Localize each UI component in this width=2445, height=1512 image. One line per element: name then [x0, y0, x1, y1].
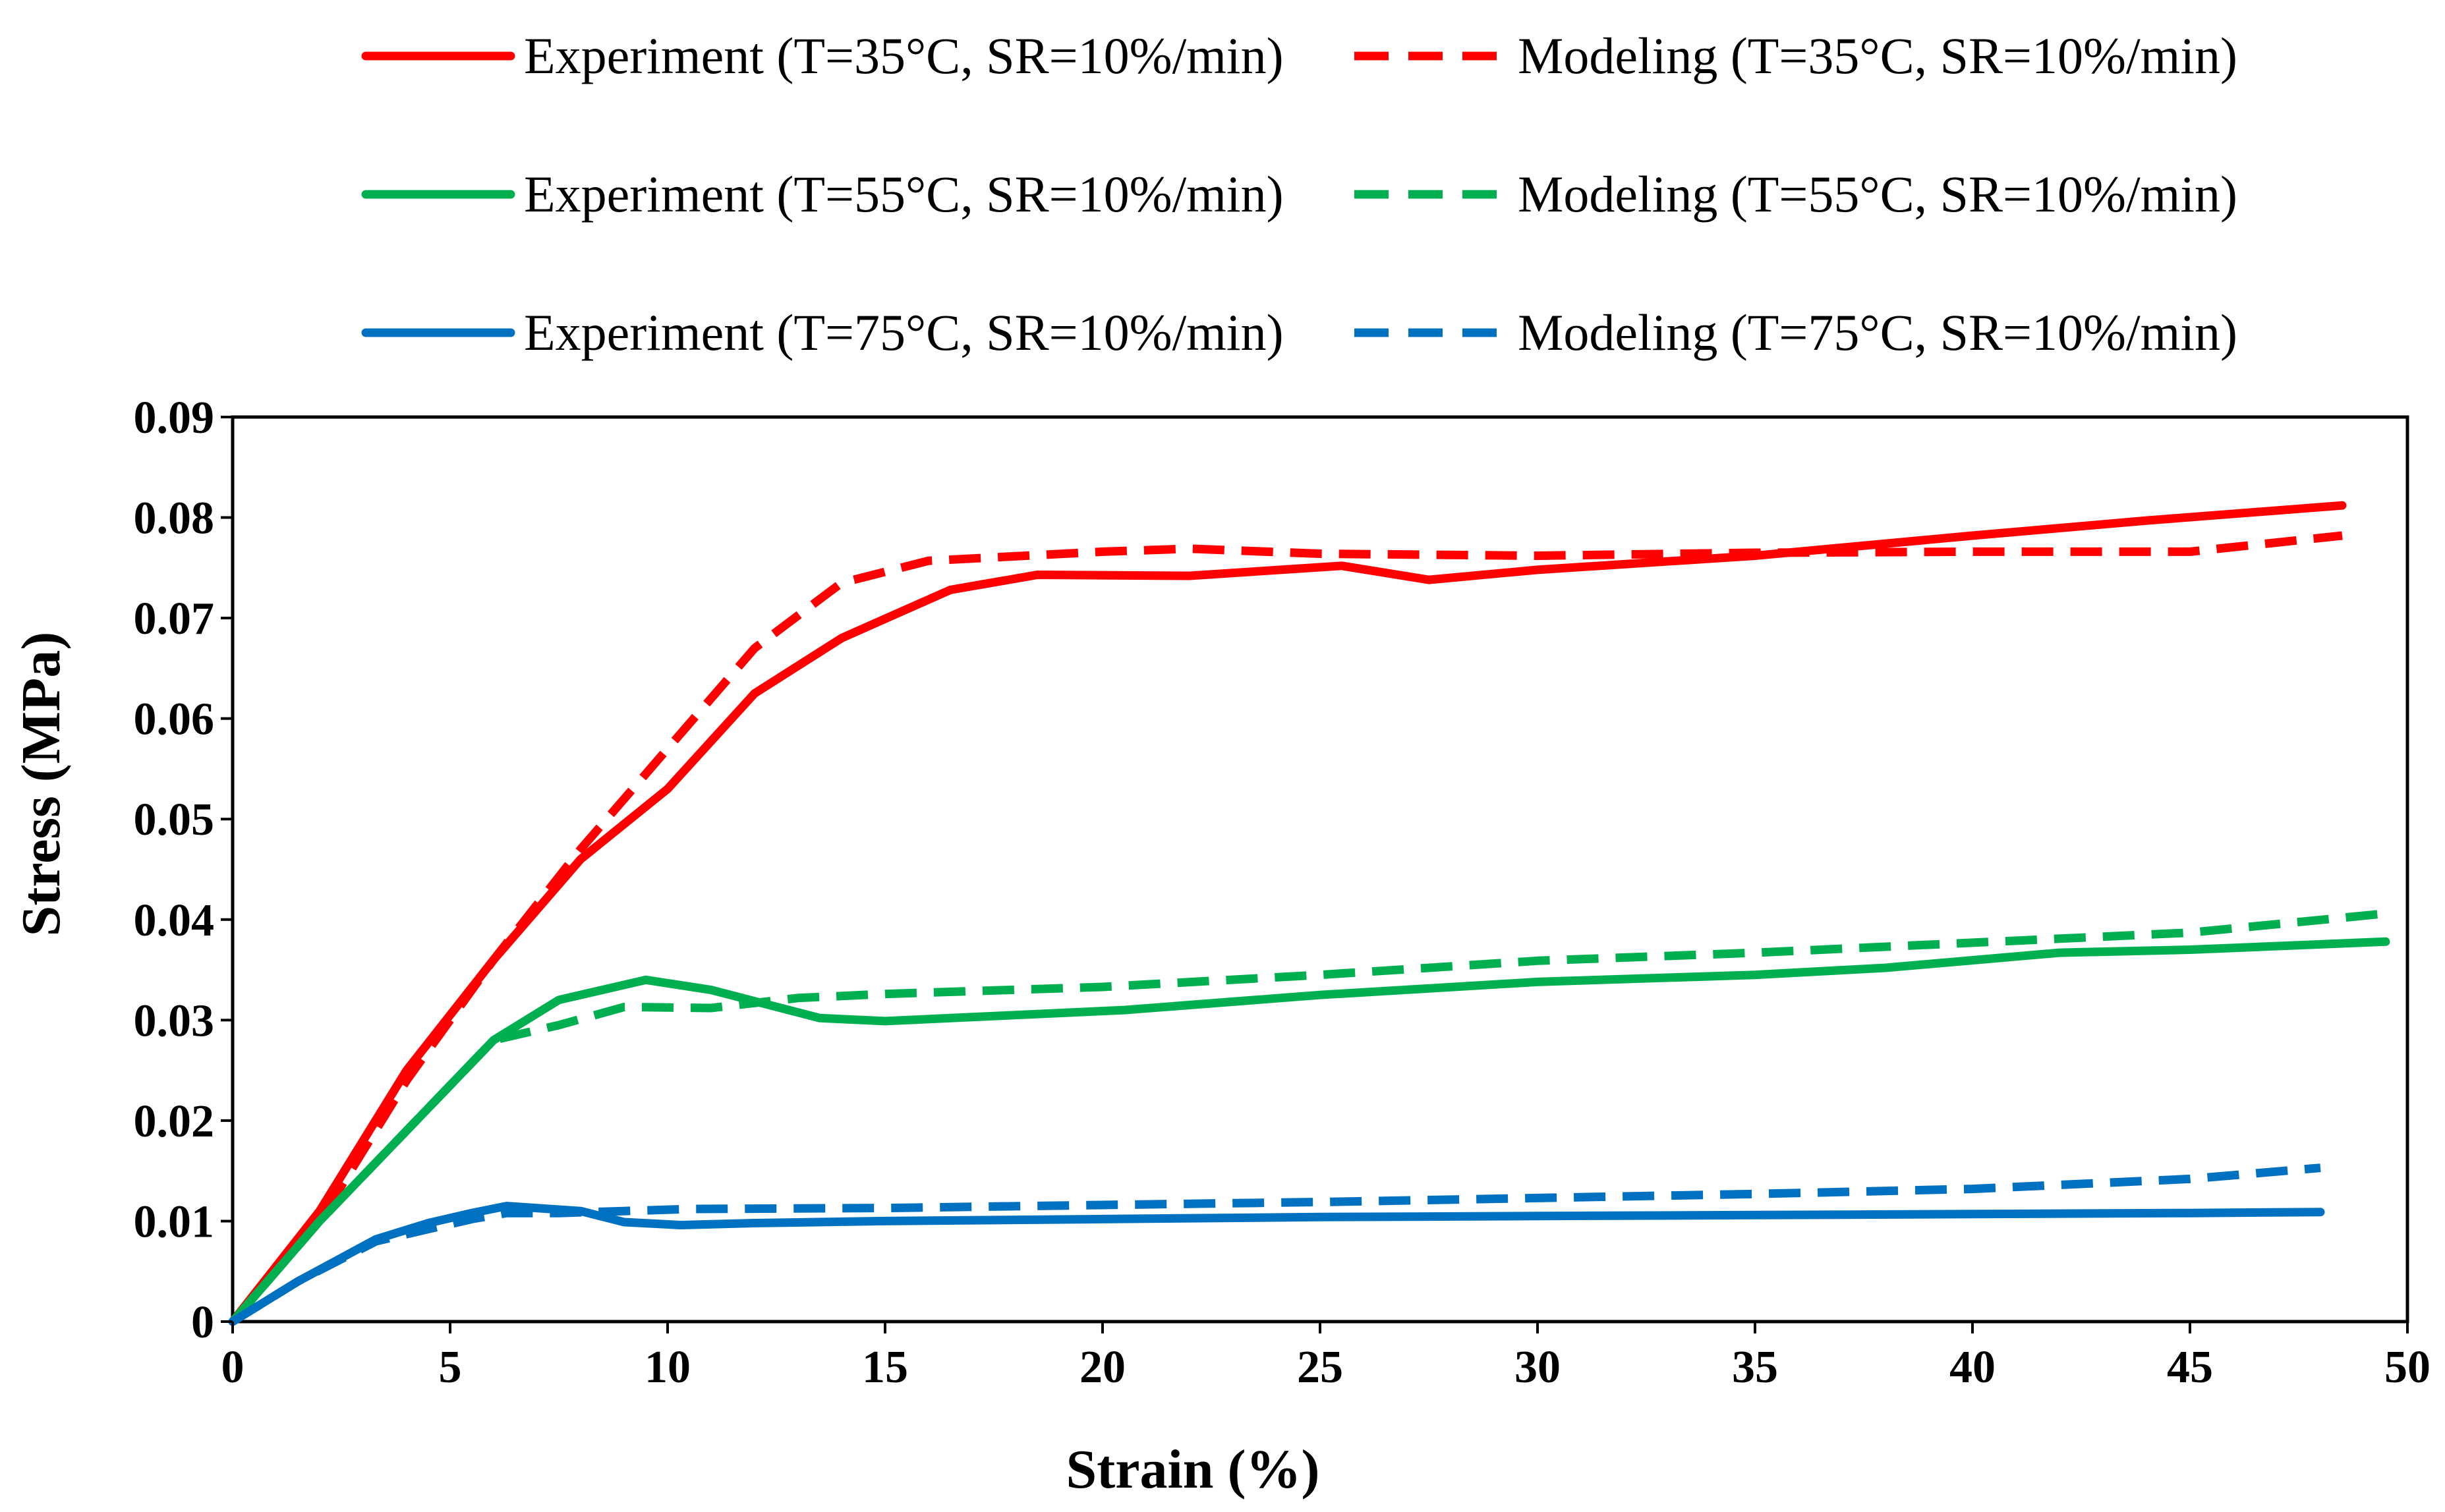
- x-tick-label: 10: [645, 1342, 691, 1393]
- x-tick-label: 15: [862, 1342, 908, 1393]
- legend-label-experiment-t-35-c-sr-10-min: Experiment (T=35°C, SR=10%/min): [524, 27, 1284, 84]
- x-tick-label: 35: [1732, 1342, 1778, 1393]
- plot-area: [228, 415, 2409, 1326]
- y-tick-label: 0: [191, 1297, 214, 1348]
- y-tick-label: 0.06: [134, 694, 215, 745]
- y-axis-title: Stress (MPa): [11, 632, 72, 937]
- series-line-modeling-t-35-c-sr-10-min: [229, 531, 2343, 1325]
- y-axis-ticks: 0 0.01 0.02 0.03 0.04 0.05 0.06 0.07 0.08 0.09: [134, 393, 233, 1348]
- x-axis-title: Strain (%): [1066, 1439, 1320, 1500]
- x-tick-label: 45: [2167, 1342, 2213, 1393]
- x-tick-label: 50: [2384, 1342, 2431, 1393]
- y-tick-label: 0.04: [134, 895, 215, 946]
- y-tick-label: 0.09: [134, 393, 215, 443]
- legend: Experiment (T=35°C, SR=10%/min) Modeling …: [361, 27, 2237, 361]
- y-tick-label: 0.07: [134, 594, 215, 644]
- x-tick-label: 25: [1297, 1342, 1343, 1393]
- legend-label-modeling-t-75-c-sr-10-min: Modeling (T=75°C, SR=10%/min): [1518, 304, 2237, 361]
- legend-label-modeling-t-55-c-sr-10-min: Modeling (T=55°C, SR=10%/min): [1518, 165, 2237, 223]
- legend-label-experiment-t-75-c-sr-10-min: Experiment (T=75°C, SR=10%/min): [524, 304, 1284, 361]
- y-tick-label: 0.02: [134, 1096, 215, 1147]
- x-tick-label: 40: [1949, 1342, 1996, 1393]
- series-line-experiment-t-75-c-sr-10-min: [228, 1202, 2325, 1326]
- legend-label-modeling-t-35-c-sr-10-min: Modeling (T=35°C, SR=10%/min): [1518, 27, 2237, 84]
- series-line-modeling-t-75-c-sr-10-min: [230, 1163, 2321, 1326]
- series-line-modeling-t-55-c-sr-10-min: [229, 909, 2386, 1325]
- x-tick-label: 0: [221, 1342, 244, 1393]
- x-tick-label: 20: [1079, 1342, 1126, 1393]
- legend-label-experiment-t-55-c-sr-10-min: Experiment (T=55°C, SR=10%/min): [524, 165, 1284, 223]
- y-tick-label: 0.05: [134, 795, 215, 845]
- y-tick-label: 0.01: [134, 1196, 215, 1247]
- y-tick-label: 0.08: [134, 493, 215, 544]
- x-tick-label: 5: [439, 1342, 462, 1393]
- x-tick-label: 30: [1514, 1342, 1561, 1393]
- series-line-experiment-t-55-c-sr-10-min: [228, 937, 2390, 1326]
- y-tick-label: 0.03: [134, 995, 215, 1046]
- x-axis-ticks: 0 5 10 15 20 25 30 35 40 45 50: [221, 1322, 2431, 1393]
